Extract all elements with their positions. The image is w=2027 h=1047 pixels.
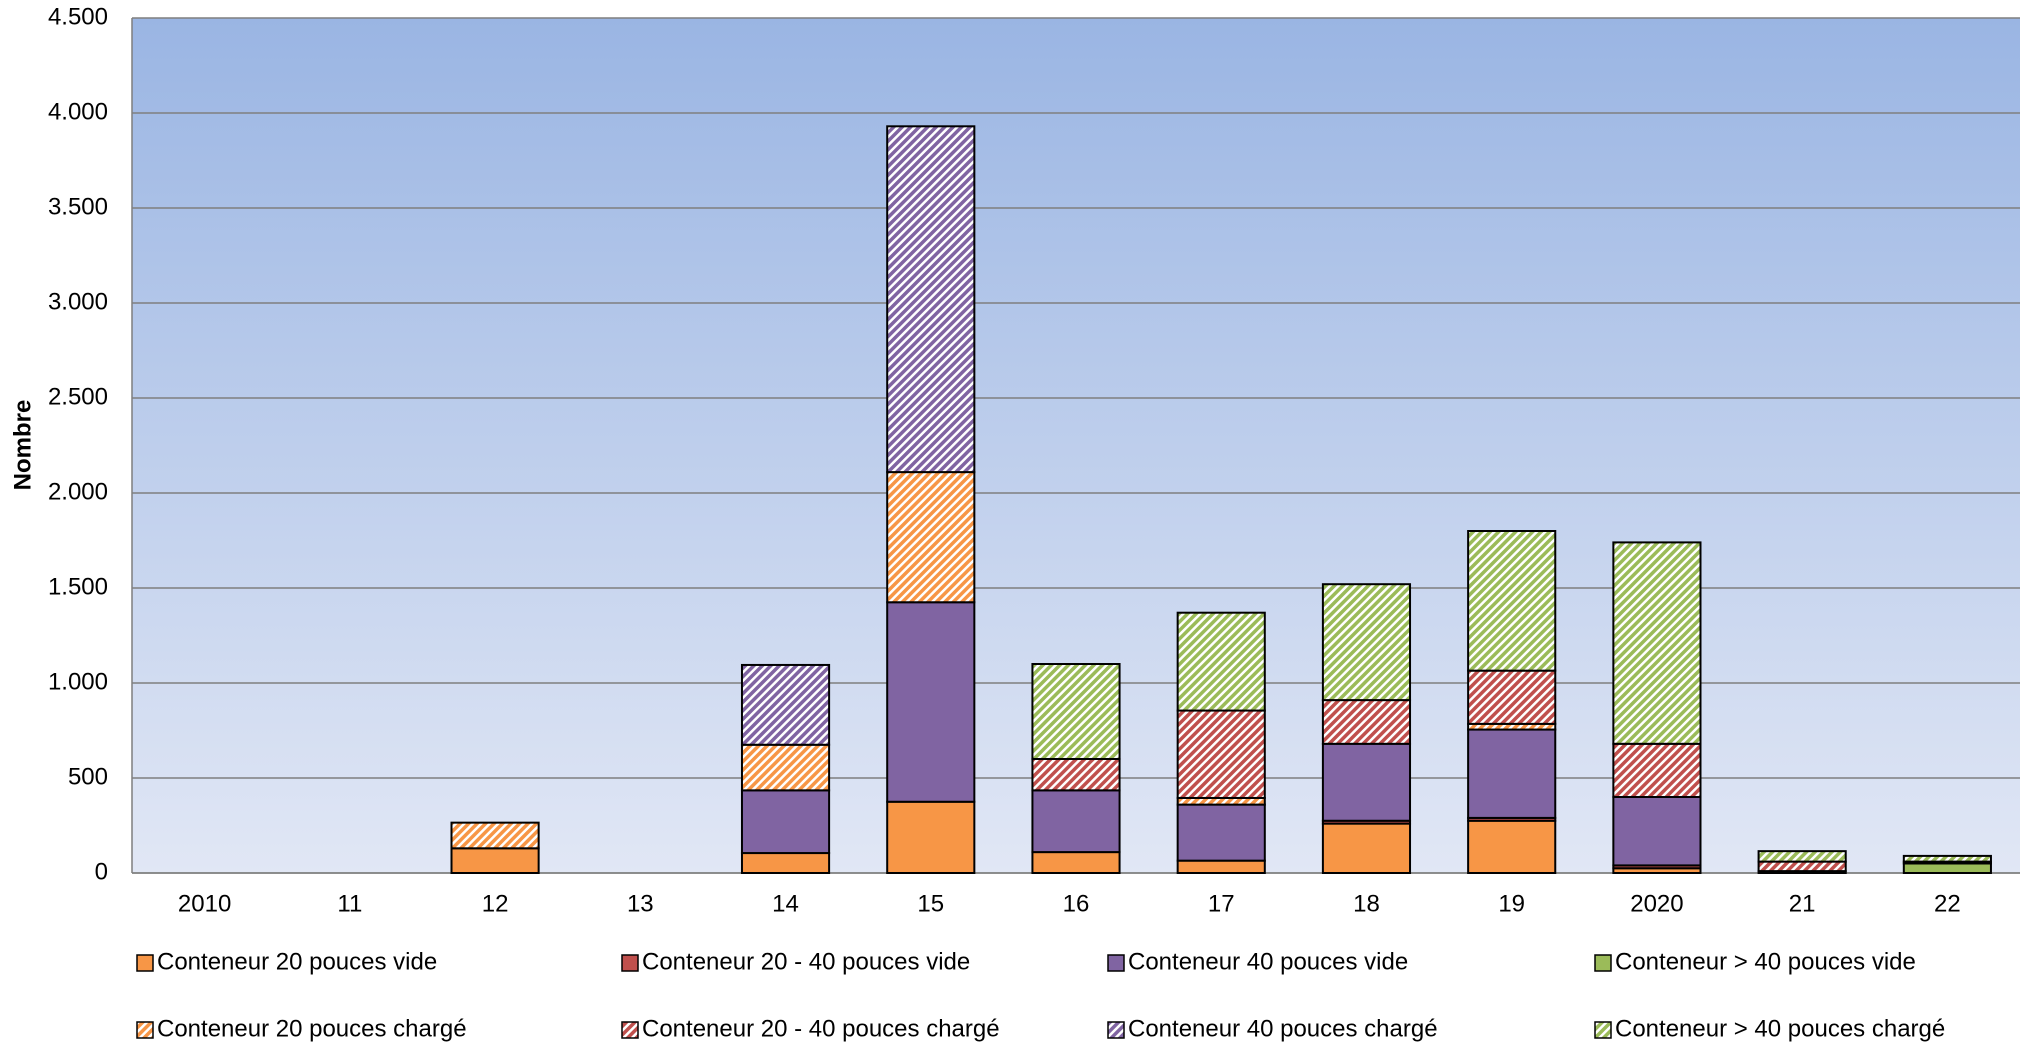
bar-segment [1612, 742, 1702, 798]
bar-segment [1902, 854, 1992, 863]
x-tick-label: 2020 [1630, 890, 1683, 917]
bar-segment [1467, 530, 1557, 672]
legend-label: Conteneur 40 pouces chargé [1128, 1015, 1438, 1042]
x-tick-label: 17 [1208, 890, 1235, 917]
y-tick-label: 500 [68, 763, 108, 790]
y-tick-label: 4.500 [48, 3, 108, 30]
x-tick-label: 15 [917, 890, 944, 917]
bar-segment [886, 800, 976, 874]
bar-segment [1031, 789, 1121, 854]
legend-label: Conteneur 20 - 40 pouces vide [642, 948, 970, 975]
y-tick-label: 0 [95, 858, 108, 885]
x-tick-label: 22 [1934, 890, 1961, 917]
bar-segment [886, 601, 976, 803]
bar-segment [450, 821, 540, 850]
legend-swatch [1594, 954, 1612, 972]
bar-segment [740, 789, 831, 855]
bar-segment [1176, 803, 1266, 862]
y-tick-label: 3.500 [48, 193, 108, 220]
bar-segment [1321, 583, 1412, 702]
bar-segment [1176, 709, 1266, 799]
bar-segment [1176, 859, 1266, 875]
bar-segment [1467, 819, 1557, 874]
bar-segment [1467, 728, 1557, 819]
legend-swatch [1107, 954, 1125, 972]
legend-swatch [621, 954, 639, 972]
bar-segment [886, 125, 976, 474]
legend-swatch [1594, 1021, 1612, 1039]
bar-segment [1176, 611, 1266, 712]
bar-segment [1467, 669, 1557, 725]
legend-label: Conteneur 20 - 40 pouces chargé [642, 1015, 1000, 1042]
x-tick-label: 12 [482, 890, 509, 917]
bar-segment [1321, 699, 1412, 745]
bar-segment [1757, 860, 1847, 873]
bar-segment [450, 847, 540, 874]
bar-segment [1031, 758, 1121, 792]
bar-segment [1612, 796, 1702, 867]
bar-segment [1902, 862, 1992, 874]
x-tick-label: 16 [1063, 890, 1090, 917]
x-tick-label: 18 [1353, 890, 1380, 917]
y-tick-label: 1.500 [48, 573, 108, 600]
x-tick-label: 2010 [178, 890, 231, 917]
legend-label: Conteneur > 40 pouces chargé [1615, 1015, 1945, 1042]
y-axis-label: Nombre [9, 400, 36, 491]
bar-segment [1757, 850, 1847, 863]
legend-label: Conteneur 40 pouces vide [1128, 948, 1408, 975]
bar-segment [886, 471, 976, 604]
bar-segment [1031, 663, 1121, 760]
bar-segment [740, 743, 831, 792]
legend-swatch [136, 954, 154, 972]
x-tick-label: 14 [772, 890, 799, 917]
y-tick-label: 4.000 [48, 98, 108, 125]
y-tick-label: 2.000 [48, 478, 108, 505]
x-tick-label: 19 [1498, 890, 1525, 917]
bar-segment [740, 852, 831, 874]
y-tick-label: 1.000 [48, 668, 108, 695]
bar-segment [1321, 742, 1412, 822]
legend-label: Conteneur 20 pouces chargé [157, 1015, 467, 1042]
legend-swatch [136, 1021, 154, 1039]
legend-swatch [621, 1021, 639, 1039]
y-tick-label: 2.500 [48, 383, 108, 410]
bar-segment [1612, 541, 1702, 745]
bar-segment [1321, 822, 1412, 874]
bar-segment [740, 663, 831, 746]
x-tick-label: 11 [337, 890, 362, 917]
legend-label: Conteneur > 40 pouces vide [1615, 948, 1916, 975]
legend-label: Conteneur 20 pouces vide [157, 948, 437, 975]
bar-segment [1031, 851, 1121, 874]
x-tick-label: 13 [627, 890, 654, 917]
x-tick-label: 21 [1789, 890, 1816, 917]
legend-swatch [1107, 1021, 1125, 1039]
y-tick-label: 3.000 [48, 288, 108, 315]
